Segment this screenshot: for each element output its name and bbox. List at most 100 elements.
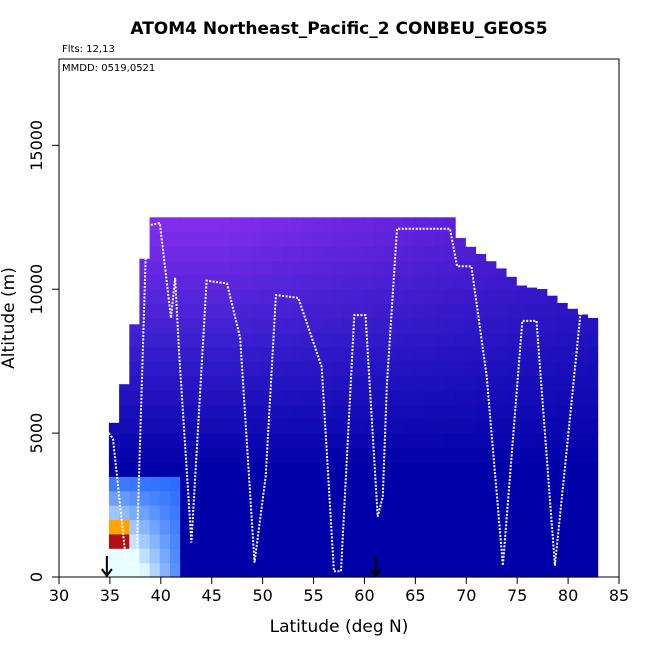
heatmap-cell — [312, 548, 324, 564]
heatmap-cell — [302, 289, 314, 305]
heatmap-cell — [332, 404, 344, 420]
heatmap-cell — [414, 476, 426, 492]
heatmap-cell — [414, 231, 426, 247]
heatmap-cell — [159, 303, 171, 319]
heatmap-cell — [495, 562, 507, 578]
heatmap-cell — [546, 476, 558, 492]
heatmap-cell — [424, 361, 436, 377]
heatmap-cell — [190, 332, 202, 348]
heatmap-cell — [292, 490, 303, 506]
heatmap-cell — [251, 490, 263, 506]
heatmap-cell — [516, 303, 527, 319]
heatmap-cell — [139, 447, 151, 463]
heatmap-cell — [129, 562, 141, 578]
heatmap-cell — [383, 447, 395, 463]
heatmap-cell — [353, 562, 365, 578]
heatmap-cell — [210, 476, 222, 492]
heatmap-cell — [516, 447, 527, 463]
heatmap-cell — [526, 289, 538, 305]
heatmap-cell — [373, 217, 385, 233]
heatmap-cell — [302, 548, 314, 564]
heatmap-cell — [190, 562, 202, 578]
heatmap-cell — [139, 461, 151, 477]
heatmap-cell — [220, 461, 232, 477]
heatmap-cell — [444, 519, 456, 535]
heatmap-cell — [220, 318, 232, 333]
heatmap-cell — [200, 346, 212, 362]
heatmap-cell — [251, 418, 263, 434]
heatmap-cell — [282, 461, 293, 477]
heatmap-cell — [587, 461, 599, 477]
heatmap-cell — [577, 505, 589, 521]
heatmap-cell — [444, 303, 456, 319]
heatmap-cell — [343, 332, 354, 348]
heatmap-cell — [292, 433, 303, 449]
heatmap-cell — [312, 476, 324, 492]
heatmap-cell — [231, 418, 242, 434]
heatmap-cell — [322, 476, 334, 492]
heatmap-cell — [139, 332, 151, 348]
heatmap-cell — [210, 562, 222, 578]
heatmap-cell — [404, 404, 415, 420]
heatmap-cell — [190, 418, 202, 434]
heatmap-cell — [444, 289, 456, 305]
heatmap-cell — [312, 217, 324, 233]
heatmap-cell — [546, 490, 558, 506]
heatmap-cell — [455, 346, 466, 362]
heatmap-cell — [180, 490, 191, 506]
heatmap-cell — [332, 246, 344, 262]
heatmap-cell — [129, 505, 141, 521]
heatmap-cell — [220, 217, 232, 233]
heatmap-cell — [383, 289, 395, 305]
heatmap-cell — [567, 476, 578, 492]
heatmap-cell — [129, 490, 141, 506]
heatmap-cell — [455, 533, 466, 549]
heatmap-cell — [495, 404, 507, 420]
heatmap-cell — [220, 404, 232, 420]
heatmap-cell — [587, 533, 599, 549]
heatmap-cell — [577, 562, 589, 578]
heatmap-cell — [139, 533, 151, 549]
heatmap-cell — [220, 332, 232, 348]
heatmap-cell — [414, 447, 426, 463]
heatmap-cell — [210, 418, 222, 434]
heatmap-cell — [210, 260, 222, 276]
heatmap-cell — [343, 533, 354, 549]
heatmap-cell — [394, 548, 405, 564]
heatmap-cell — [556, 505, 568, 521]
heatmap-cell — [363, 519, 375, 535]
heatmap-cell — [231, 361, 242, 377]
heatmap-cell — [577, 519, 589, 535]
heatmap-cell — [271, 461, 283, 477]
heatmap-cell — [414, 533, 426, 549]
heatmap-cell — [526, 548, 538, 564]
heatmap-cell — [536, 433, 548, 449]
heatmap-cell — [231, 548, 242, 564]
heatmap-cell — [485, 562, 497, 578]
heatmap-cell — [332, 289, 344, 305]
heatmap-cell — [495, 318, 507, 333]
heatmap-cell — [322, 418, 334, 434]
heatmap-cell — [394, 562, 405, 578]
heatmap-cell — [200, 476, 212, 492]
heatmap-cell — [526, 389, 538, 405]
heatmap-cell — [353, 260, 365, 276]
heatmap-cell — [587, 562, 599, 578]
heatmap-cell — [271, 274, 283, 290]
heatmap-cell — [383, 476, 395, 492]
heatmap-cell — [383, 433, 395, 449]
heatmap-cell — [455, 332, 466, 348]
heatmap-cell — [516, 389, 527, 405]
heatmap-cell — [241, 548, 253, 564]
heatmap-cell — [506, 389, 517, 405]
heatmap-cell — [108, 505, 120, 521]
heatmap-cell — [200, 260, 212, 276]
heatmap-cell — [302, 375, 314, 391]
heatmap-cell — [119, 461, 130, 477]
heatmap-cell — [465, 303, 477, 319]
heatmap-cell — [332, 447, 344, 463]
heatmap-cell — [332, 505, 344, 521]
heatmap-cell — [119, 476, 130, 492]
heatmap-cell — [220, 562, 232, 578]
heatmap-cell — [190, 505, 202, 521]
